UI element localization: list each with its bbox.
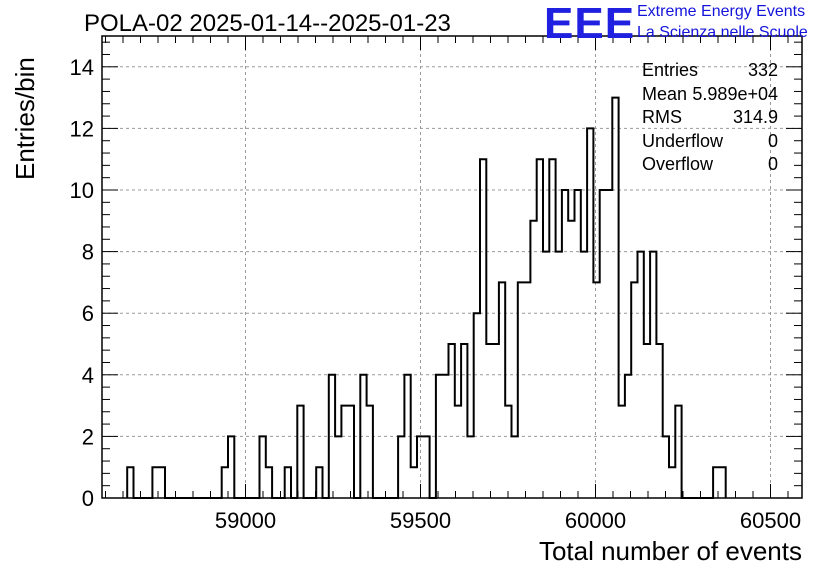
stat-overflow-value: 0	[767, 154, 778, 174]
histogram-bin	[669, 467, 675, 498]
stat-underflow: Underflow 0	[642, 131, 778, 155]
stat-overflow: Overflow 0	[642, 154, 778, 178]
plot-border	[101, 35, 803, 499]
axis-ticks	[102, 36, 802, 499]
stat-underflow-label: Underflow	[642, 130, 724, 151]
x-tick-label: 59000	[215, 508, 276, 533]
y-tick-label: 12	[70, 116, 94, 141]
stat-mean-label: Mean	[642, 83, 688, 104]
y-tick-label: 6	[82, 301, 94, 326]
logo-text-line2: La Scienza nelle Scuole	[637, 24, 808, 41]
stat-underflow-value: 0	[767, 130, 778, 151]
histogram-bin	[644, 344, 650, 498]
x-tick-label: 59500	[390, 508, 451, 533]
histogram-bars	[126, 96, 727, 499]
histogram-bin	[411, 467, 417, 498]
y-tick-label: 2	[82, 424, 94, 449]
stat-entries: Entries 332	[642, 60, 778, 84]
histogram-bin	[606, 190, 612, 498]
eee-logo: EEE	[544, 0, 636, 48]
y-axis-label: Entries/bin	[10, 57, 40, 180]
y-tick-label: 4	[82, 363, 94, 388]
logo-text-line1: Extreme Energy Events	[637, 3, 806, 20]
x-axis-label: Total number of events	[538, 536, 802, 566]
histogram-bin	[568, 221, 574, 498]
x-tick-label: 60000	[565, 508, 626, 533]
y-tick-label: 0	[82, 486, 94, 511]
y-tick-label: 8	[82, 240, 94, 265]
histogram-bin	[512, 436, 518, 498]
stat-rms-label: RMS	[642, 107, 682, 127]
stat-mean-value: 5.989e+04	[692, 83, 778, 104]
histogram-bin	[593, 282, 599, 498]
stat-rms-value: 314.9	[732, 107, 778, 127]
grid-lines	[102, 36, 802, 498]
y-tick-label: 10	[70, 178, 94, 203]
histogram-bin	[467, 436, 473, 498]
y-axis-label-wrap: Entries/bin	[6, 57, 40, 180]
plot-frame	[101, 35, 803, 499]
histogram-bin	[335, 436, 341, 498]
stats-box: Entries 332 Mean 5.989e+04 RMS 314.9 Underf…	[642, 60, 778, 178]
histogram-bin	[486, 344, 492, 498]
stat-entries-label: Entries	[642, 60, 699, 80]
histogram-bin	[493, 344, 499, 498]
histogram-bin	[455, 406, 461, 498]
tick-labels: 59000 59500 60000 60500 0 2 4 6 8 10 12 14	[70, 55, 802, 533]
chart-title: POLA-02 2025-01-14--2025-01-23	[84, 10, 451, 37]
stat-entries-value: 332	[747, 60, 778, 80]
x-tick-label: 60500	[740, 508, 801, 533]
stat-overflow-label: Overflow	[642, 154, 714, 174]
y-tick-label: 14	[70, 55, 94, 80]
stat-mean: Mean 5.989e+04	[642, 84, 778, 108]
histogram-bin	[619, 406, 625, 498]
histogram-outline	[126, 96, 727, 499]
stat-rms: RMS 314.9	[642, 107, 778, 131]
histogram-bin	[524, 282, 530, 498]
